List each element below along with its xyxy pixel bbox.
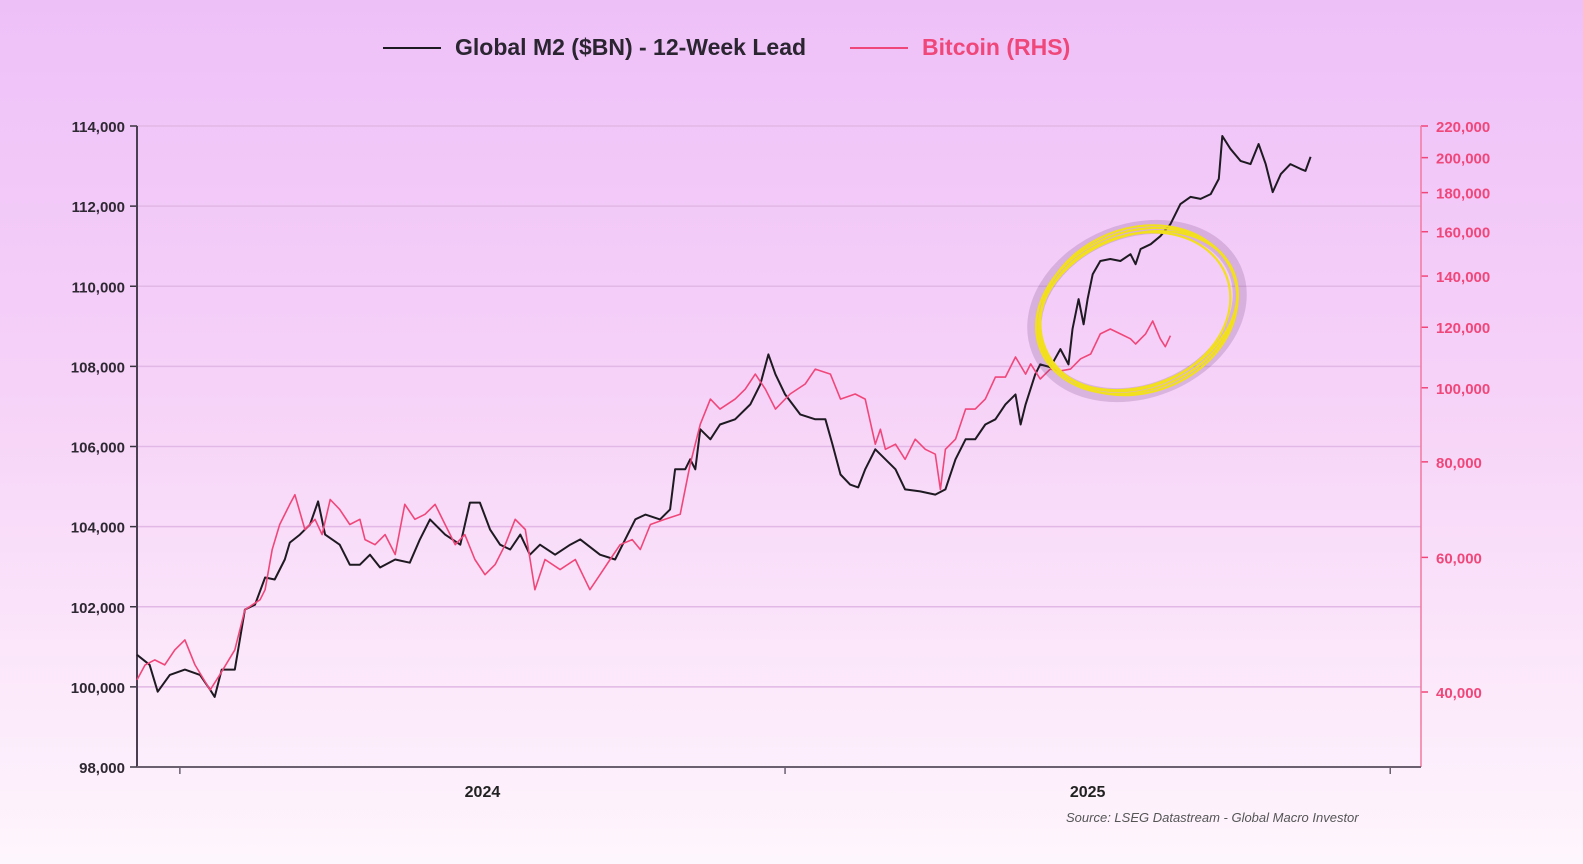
legend-label-m2: Global M2 ($BN) - 12-Week Lead bbox=[455, 34, 807, 60]
axes: 98,000 100,000 102,000 104,000 106,000 108,00… bbox=[71, 119, 1490, 801]
source-note: Source: LSEG Datastream - Global Macro I… bbox=[1066, 810, 1359, 825]
series-lines bbox=[136, 135, 1312, 698]
gridlines bbox=[137, 125, 1421, 688]
legend-swatch-bitcoin bbox=[850, 46, 909, 49]
annotation bbox=[1027, 219, 1247, 403]
right-tick-label: 200,000 bbox=[1436, 151, 1490, 168]
x-tick-label: 2025 bbox=[1070, 784, 1106, 801]
series-line-bitcoin bbox=[136, 320, 1172, 691]
left-tick-label: 104,000 bbox=[71, 520, 125, 537]
left-tick-label: 108,000 bbox=[71, 359, 125, 376]
yellow-circle-annotation bbox=[1027, 219, 1247, 403]
legend-item-bitcoin: Bitcoin (RHS) bbox=[850, 34, 1070, 61]
legend-swatch-m2 bbox=[383, 46, 441, 49]
left-tick-label: 110,000 bbox=[72, 279, 125, 296]
left-tick-label: 102,000 bbox=[71, 600, 125, 617]
left-tick-label: 100,000 bbox=[71, 680, 125, 697]
right-tick-label: 100,000 bbox=[1436, 381, 1490, 398]
right-tick-label: 120,000 bbox=[1436, 320, 1490, 337]
right-tick-label: 180,000 bbox=[1436, 186, 1490, 203]
x-tick-label: 2024 bbox=[465, 784, 501, 801]
left-tick-label: 98,000 bbox=[79, 760, 125, 777]
right-tick-label: 80,000 bbox=[1436, 455, 1482, 472]
legend-item-m2: Global M2 ($BN) - 12-Week Lead bbox=[383, 34, 806, 61]
right-tick-label: 220,000 bbox=[1436, 119, 1490, 136]
left-tick-label: 112,000 bbox=[72, 199, 125, 216]
annotation-stroke bbox=[1037, 229, 1239, 392]
left-tick-label: 114,000 bbox=[72, 119, 125, 136]
right-tick-label: 40,000 bbox=[1436, 685, 1482, 702]
right-tick-label: 140,000 bbox=[1436, 269, 1490, 286]
series-line-global-m2 bbox=[136, 135, 1312, 698]
legend-label-bitcoin: Bitcoin (RHS) bbox=[922, 34, 1071, 60]
right-tick-label: 60,000 bbox=[1436, 550, 1482, 567]
legend: Global M2 ($BN) - 12-Week Lead Bitcoin (… bbox=[383, 34, 1114, 61]
left-tick-label: 106,000 bbox=[71, 440, 125, 457]
right-tick-label: 160,000 bbox=[1436, 225, 1490, 242]
